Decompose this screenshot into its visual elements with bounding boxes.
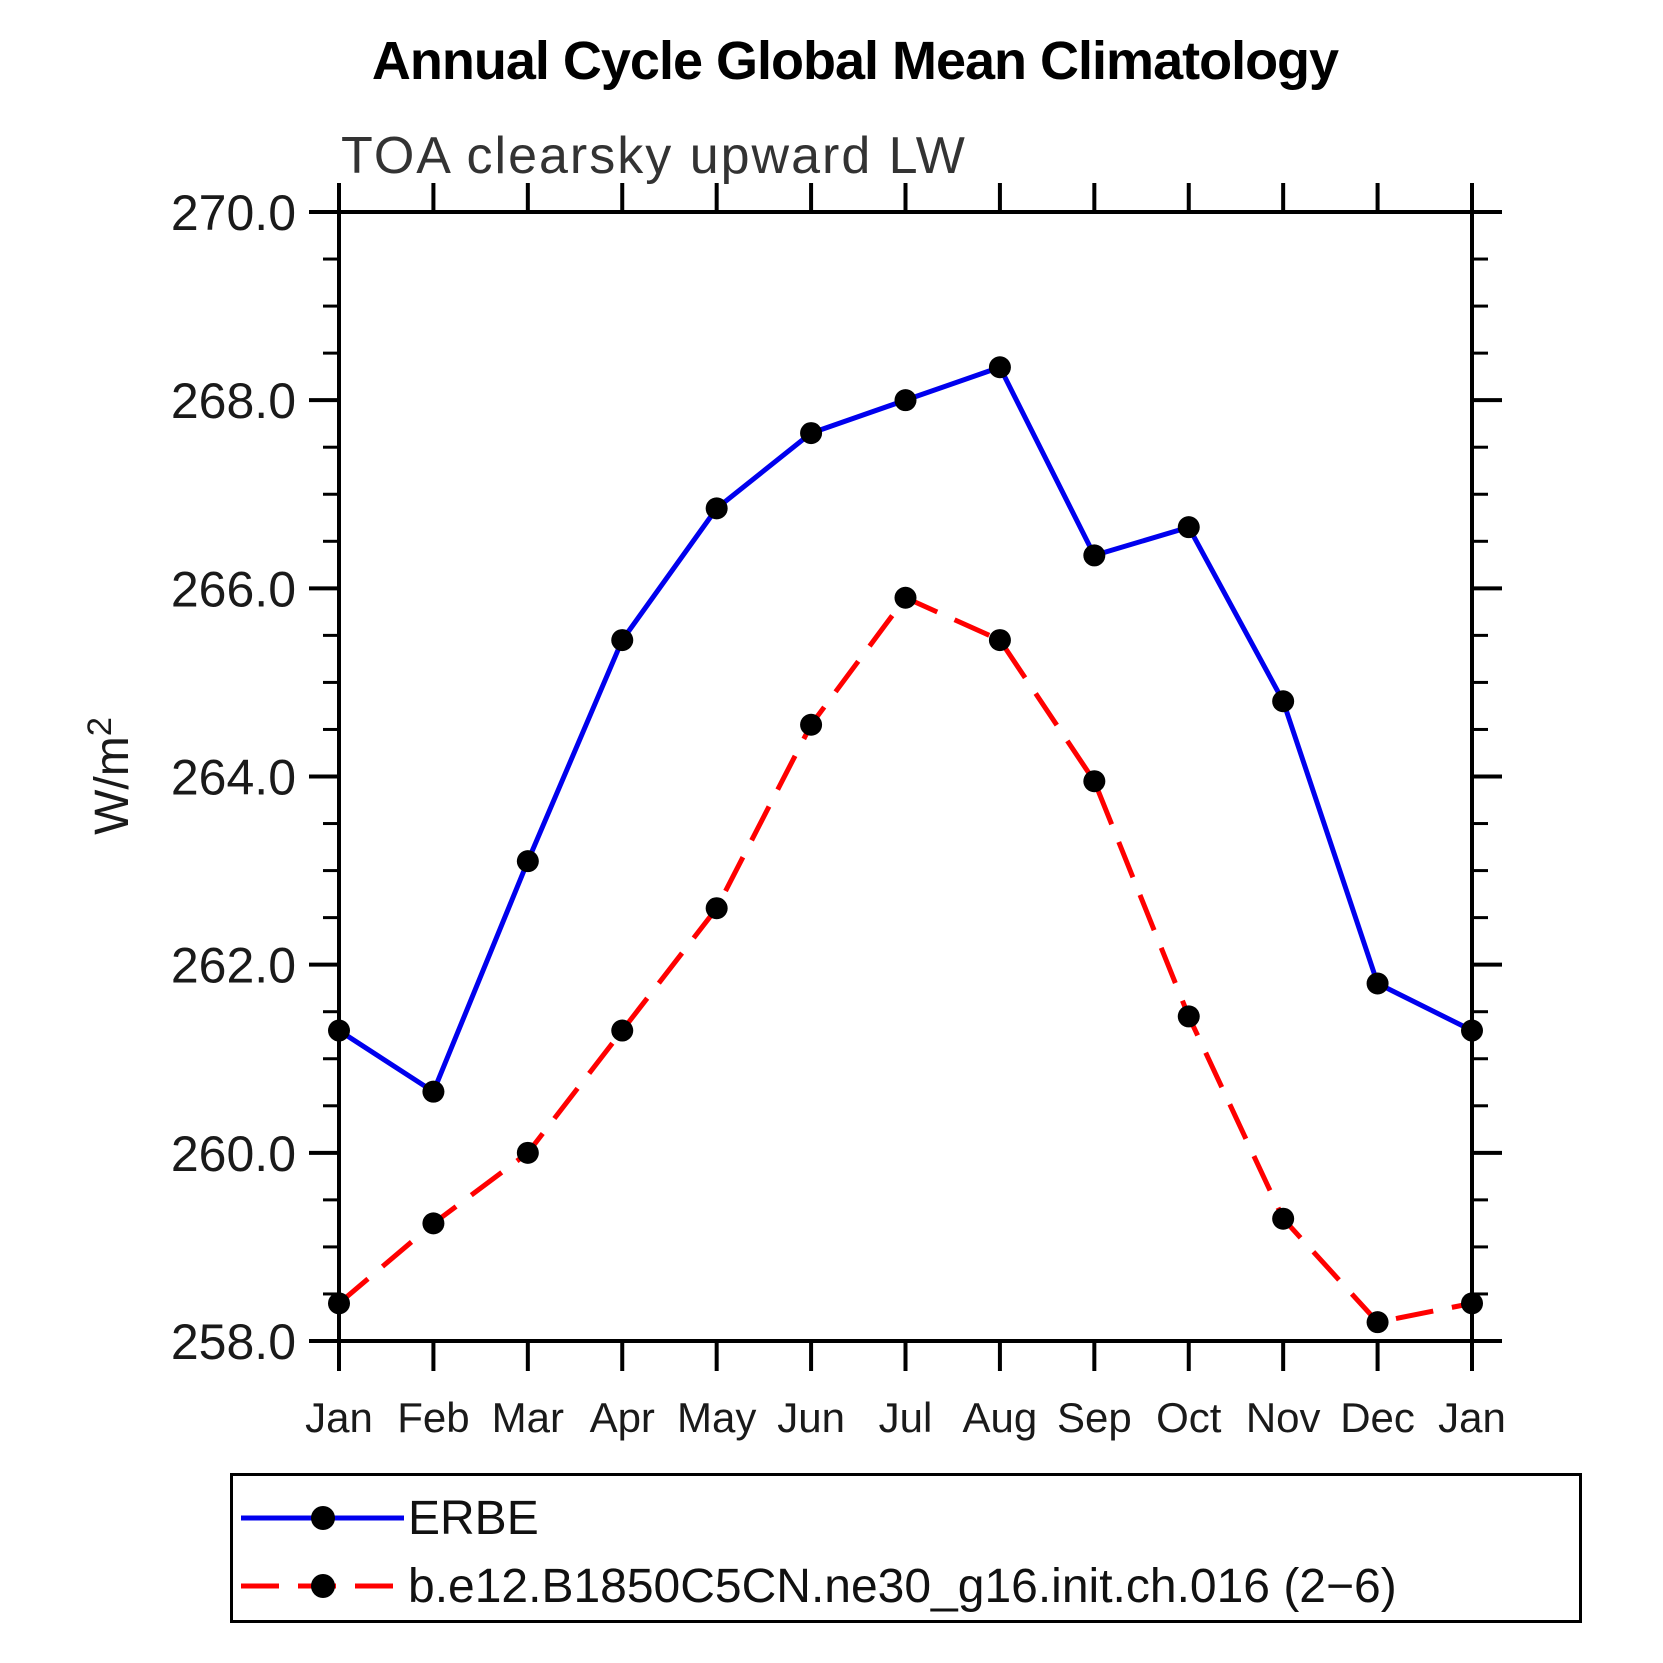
data-point-model [705,897,728,920]
data-point-erbe [705,497,728,520]
data-point-erbe [422,1080,445,1103]
x-tick-label: Feb [397,1394,469,1441]
legend-box: ERBE b.e12.B1850C5CN.ne30_g16.init.ch.01… [230,1473,1582,1623]
data-point-erbe [1366,972,1389,995]
data-point-model [1083,770,1106,793]
y-tick-label: 270.0 [171,185,296,241]
x-tick-label: Oct [1156,1394,1222,1441]
data-point-model [800,713,823,736]
x-tick-label: Jun [777,1394,845,1441]
legend-entry-erbe: ERBE [236,1492,539,1545]
data-point-erbe [516,850,539,873]
data-point-model [516,1141,539,1164]
chart-subtitle: TOA clearsky upward LW [341,127,967,185]
data-point-erbe [1461,1019,1483,1042]
x-tick-label: Jul [879,1394,933,1441]
data-point-erbe [328,1019,350,1042]
data-point-erbe [800,422,823,445]
x-tick-label: Jan [305,1394,373,1441]
data-point-erbe [894,389,917,412]
data-point-model [1177,1005,1200,1028]
x-tick-label: Mar [492,1394,564,1441]
y-tick-label: 260.0 [171,1126,296,1182]
data-point-model [1366,1311,1389,1334]
data-point-model [328,1292,350,1315]
y-tick-label: 266.0 [171,561,296,617]
y-tick-label: 258.0 [171,1314,296,1370]
data-point-model [1461,1292,1483,1315]
data-point-model [422,1212,445,1235]
y-tick-label: 268.0 [171,373,296,429]
data-point-erbe [1177,516,1200,539]
x-tick-label: Dec [1340,1394,1415,1441]
x-tick-label: Aug [963,1394,1038,1441]
x-tick-label: Jan [1438,1394,1506,1441]
x-tick-label: May [677,1394,756,1441]
data-point-erbe [1272,690,1295,713]
series-line-model [337,594,1473,1325]
x-tick-label: Apr [590,1394,655,1441]
x-tick-label: Nov [1246,1394,1321,1441]
legend-label-erbe: ERBE [408,1491,539,1545]
data-point-model [611,1019,634,1042]
y-tick-label: 264.0 [171,750,296,806]
chart-title: Annual Cycle Global Mean Climatology [371,31,1339,91]
x-tick-label: Sep [1057,1394,1132,1441]
data-point-erbe [611,629,634,652]
y-tick-label: 262.0 [171,938,296,994]
data-point-model [988,629,1011,652]
plot-box [337,210,1474,1343]
data-point-model [1272,1207,1295,1230]
legend-line-sample-erbe [241,1506,404,1530]
data-point-model [894,586,917,609]
series-line-erbe [337,364,1474,1096]
legend-entry-model: b.e12.B1850C5CN.ne30_g16.init.ch.016 (2−… [236,1560,1397,1613]
legend-label-model: b.e12.B1850C5CN.ne30_g16.init.ch.016 (2−… [408,1559,1397,1613]
data-point-erbe [988,356,1011,379]
data-point-erbe [1083,544,1106,567]
legend-line-sample-model [241,1574,404,1598]
